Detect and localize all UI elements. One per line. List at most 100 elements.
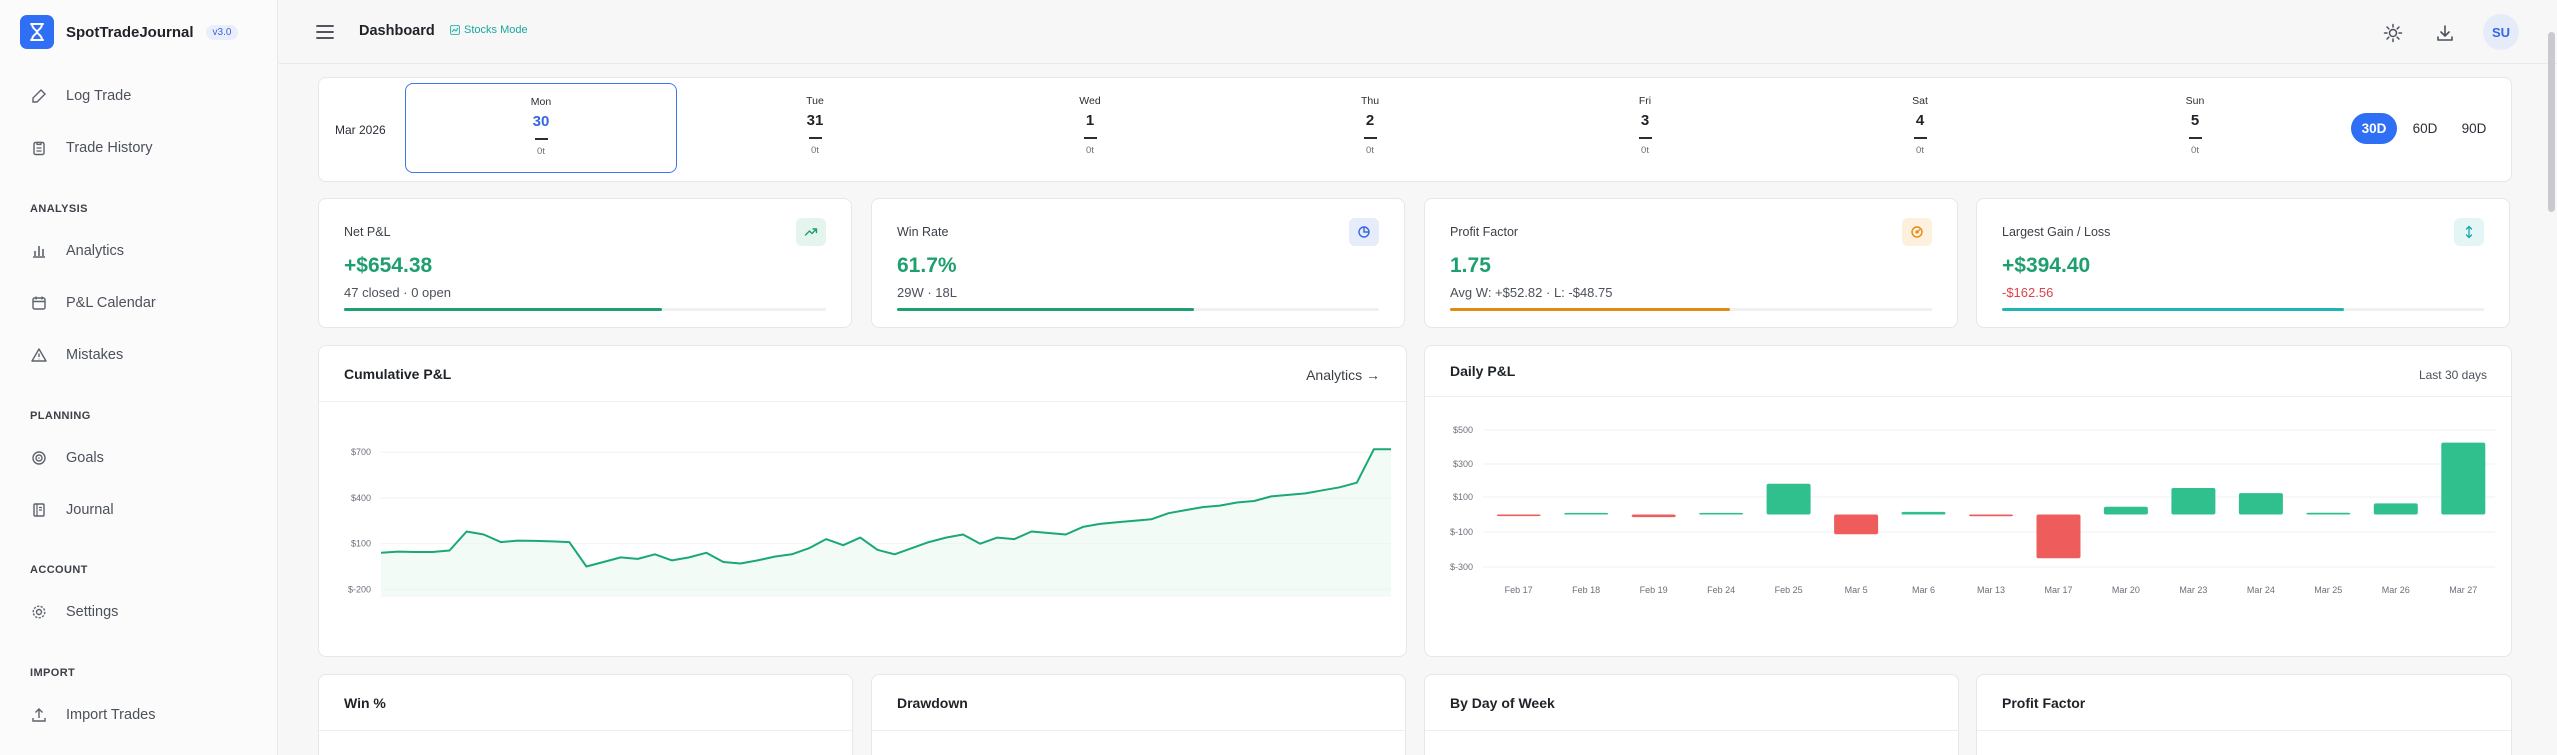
sidebar-item-label: Log Trade [66,88,132,104]
x-tick-label: Mar 20 [2112,585,2140,595]
theme-toggle-sun-icon[interactable] [2382,22,2404,44]
card-title: By Day of Week [1450,695,1555,711]
sidebar-item-label: Analytics [66,243,125,259]
daily-pnl-bar[interactable] [1564,512,1609,515]
stat-progress-track [897,308,1379,311]
daily-pnl-bar[interactable] [1969,514,2013,517]
daily-pnl-bar[interactable] [2103,506,2148,515]
section-analysis: ANALYSIS [30,203,88,215]
daily-pnl-bar[interactable] [1496,514,1541,517]
sidebar-item-trade-history[interactable]: Trade History [30,133,152,163]
edit-icon [30,87,48,105]
user-avatar[interactable]: SU [2483,14,2519,50]
daily-pnl-bar[interactable] [2171,488,2216,515]
target-icon [30,449,48,467]
day-number: 31 [806,112,824,129]
y-tick-label: $100 [351,539,371,549]
stat-label: Profit Factor [1450,225,1519,239]
stat-label: Win Rate [897,225,949,239]
day-number: 2 [1365,112,1375,129]
stat-card-largest-gain-loss: Largest Gain / Loss +$394.40 -$162.56 [1976,198,2510,328]
range-label: Last 30 days [2418,368,2487,382]
x-tick-label: Mar 26 [2382,585,2410,595]
page-title: Dashboard [359,23,435,39]
sidebar-item-label: Trade History [66,140,153,156]
stat-subtext: 47 closed · 0 open [344,285,451,300]
card-title: Daily P&L [1450,363,1516,379]
day-trade-count: 0t [2191,144,2199,156]
sidebar-item-label: Journal [66,502,114,518]
download-icon[interactable] [2434,22,2456,44]
sidebar-item-mistakes[interactable]: Mistakes [30,340,123,370]
drawdown-card: Drawdown [871,674,1406,755]
daily-pnl-bar[interactable] [1834,514,1879,535]
pie-chart-icon [1349,218,1379,246]
brand[interactable]: SpotTradeJournal v3.0 [20,15,239,49]
day-cell-mon[interactable]: Mon 30 0t [405,83,677,173]
daily-pnl-bar[interactable] [1766,483,1811,515]
stat-value: +$654.38 [344,254,433,277]
page-scrollbar[interactable] [2548,32,2555,212]
sidebar-item-journal[interactable]: Journal [30,495,114,525]
day-trade-count: 0t [1641,144,1649,156]
hourglass-logo-icon [20,15,54,49]
stocks-mode-badge[interactable]: Stocks Mode [450,24,528,36]
day-cell-wed[interactable]: Wed 1 0t [954,83,1226,173]
x-tick-label: Mar 17 [2044,585,2072,595]
range-60d-button[interactable]: 60D [2412,121,2438,136]
day-cell-thu[interactable]: Thu 2 0t [1234,83,1506,173]
card-divider [1425,730,1958,731]
sidebar-item-label: Goals [66,450,104,466]
profit-factor-card: Profit Factor [1976,674,2512,755]
sidebar-item-log-trade[interactable]: Log Trade [30,81,131,111]
sidebar-item-settings[interactable]: Settings [30,597,118,627]
sidebar-item-pnl-calendar[interactable]: P&L Calendar [30,288,156,318]
day-number: 1 [1085,112,1095,129]
stat-card-net-pnl: Net P&L +$654.38 47 closed · 0 open [318,198,852,328]
x-tick-label: Feb 24 [1707,585,1735,595]
x-tick-label: Feb 25 [1775,585,1803,595]
stat-progress-fill [2002,308,2345,311]
sidebar-item-label: Settings [66,604,119,620]
sidebar: SpotTradeJournal v3.0 Log Trade Trade Hi… [0,0,278,755]
win-pct-card: Win % [318,674,853,755]
card-divider [872,730,1405,731]
daily-pnl-bar[interactable] [2238,493,2283,515]
y-tick-label: $-200 [348,584,371,594]
sidebar-item-analytics[interactable]: Analytics [30,236,124,266]
gauge-icon [1902,218,1932,246]
bar-chart-icon [30,242,48,260]
stat-label: Net P&L [344,225,391,239]
range-90d-button[interactable]: 90D [2461,121,2487,136]
sidebar-item-import-trades[interactable]: Import Trades [30,700,155,730]
daily-pnl-chart: $500 $300 $100 $-100 $-300 Feb 17 Feb 18 Feb 19… [1450,425,2495,595]
x-tick-label: Feb 18 [1572,585,1600,595]
daily-pnl-bar[interactable] [1699,512,1744,515]
day-cell-fri[interactable]: Fri 3 0t [1509,83,1781,173]
daily-pnl-bar[interactable] [2441,442,2486,515]
day-name: Sun [2185,95,2205,107]
sidebar-item-goals[interactable]: Goals [30,443,104,473]
stat-card-win-rate: Win Rate 61.7% 29W · 18L [871,198,1405,328]
range-30d-button[interactable]: 30D [2351,113,2397,144]
day-pnl-dash [1363,137,1377,139]
upload-icon [30,706,48,724]
daily-pnl-bar[interactable] [1631,514,1676,518]
analytics-link[interactable]: Analytics → [1306,367,1380,383]
daily-pnl-bar[interactable] [1901,511,1946,515]
daily-pnl-bar[interactable] [2036,514,2081,559]
trending-up-icon [796,218,826,246]
daily-pnl-bar[interactable] [2373,503,2418,515]
day-cell-tue[interactable]: Tue 31 0t [679,83,951,173]
stat-progress-track [2002,308,2484,311]
day-pnl-dash [1638,137,1652,139]
y-tick-label: $500 [1453,425,1473,435]
day-name: Mon [530,96,552,108]
day-number: 5 [2190,112,2200,129]
menu-icon[interactable] [315,22,335,42]
daily-pnl-bar[interactable] [2306,512,2351,515]
card-title: Win % [344,695,386,711]
day-cell-sat[interactable]: Sat 4 0t [1784,83,2056,173]
day-cell-sun[interactable]: Sun 5 0t [2059,83,2331,173]
y-tick-label: $-300 [1450,562,1473,572]
